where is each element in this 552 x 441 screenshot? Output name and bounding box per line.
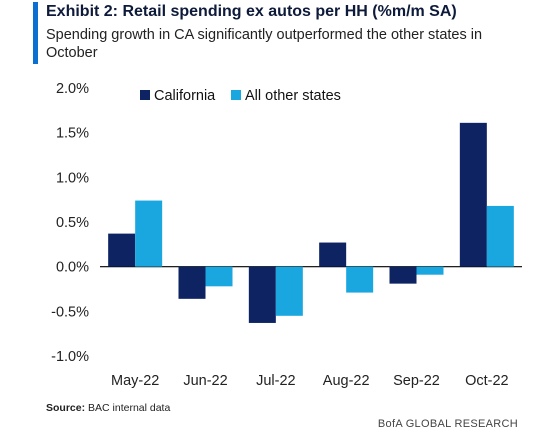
y-tick-label: 0.5% bbox=[56, 215, 89, 231]
bar-all-other-states bbox=[416, 266, 444, 275]
legend-swatch-all-other-states bbox=[231, 90, 241, 100]
bar-california bbox=[319, 242, 347, 267]
bar-all-other-states bbox=[486, 205, 514, 267]
x-category-label: Jun-22 bbox=[183, 373, 227, 389]
source-label: Source: bbox=[46, 402, 86, 414]
y-tick-label: 2.0% bbox=[56, 81, 89, 97]
y-tick-label: 0.0% bbox=[56, 260, 89, 276]
x-category-label: Sep-22 bbox=[393, 373, 440, 389]
bar-california bbox=[108, 233, 136, 267]
bar-all-other-states bbox=[205, 266, 233, 287]
y-tick-label: 1.5% bbox=[56, 126, 89, 142]
x-category-label: Oct-22 bbox=[465, 373, 509, 389]
title-accent-bar bbox=[33, 2, 38, 64]
bar-all-other-states bbox=[275, 266, 303, 316]
bar-california bbox=[178, 266, 206, 299]
bar-california bbox=[389, 266, 417, 284]
legend-label-california: California bbox=[154, 88, 216, 104]
bar-all-other-states bbox=[346, 266, 374, 293]
y-tick-label: -1.0% bbox=[51, 349, 89, 365]
legend-swatch-california bbox=[140, 90, 150, 100]
y-tick-label: -0.5% bbox=[51, 304, 89, 320]
bar-california bbox=[459, 122, 487, 267]
bar-all-other-states bbox=[135, 200, 163, 267]
chart-title: Exhibit 2: Retail spending ex autos per … bbox=[46, 3, 457, 20]
legend-label-all-other-states: All other states bbox=[245, 88, 341, 104]
source-note: Source: BAC internal data bbox=[46, 402, 170, 414]
source-text: BAC internal data bbox=[88, 402, 171, 414]
x-category-label: Jul-22 bbox=[256, 373, 296, 389]
bar-california bbox=[248, 266, 276, 323]
x-category-label: May-22 bbox=[111, 373, 159, 389]
y-tick-label: 1.0% bbox=[56, 170, 89, 186]
chart-subtitle: Spending growth in CA significantly outp… bbox=[46, 27, 483, 61]
brand-label: BofA GLOBAL RESEARCH bbox=[377, 418, 518, 430]
x-category-label: Aug-22 bbox=[323, 373, 370, 389]
